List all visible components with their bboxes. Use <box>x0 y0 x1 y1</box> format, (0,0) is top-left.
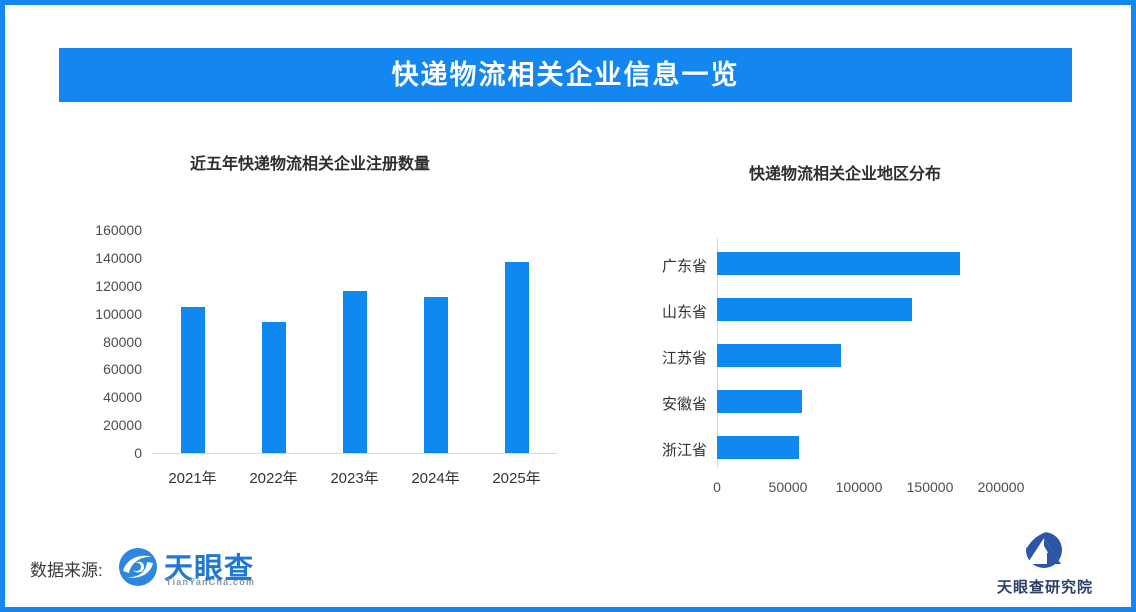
research-institute-icon <box>1023 527 1069 570</box>
category-label: 广东省 <box>661 258 707 275</box>
data-source-label: 数据来源: <box>30 561 103 580</box>
bar-浙江省 <box>717 436 800 459</box>
y-axis-tick-label: 40000 <box>103 389 142 406</box>
x-axis-category-label: 2022年 <box>249 470 298 487</box>
tianyancha-logo-url: TianYanCha.com <box>166 577 256 587</box>
x-axis-category-label: 2024年 <box>411 470 460 487</box>
research-institute-text: 天眼查研究院 <box>996 579 1093 596</box>
x-axis-category-label: 2025年 <box>492 470 541 487</box>
tianyancha-eye-icon <box>119 548 157 586</box>
category-label: 山东省 <box>661 304 707 321</box>
bar-广东省 <box>717 252 960 275</box>
y-axis-tick-label: 120000 <box>95 277 142 294</box>
x-axis-category-label: 2021年 <box>168 470 217 487</box>
x-axis-line <box>152 453 557 454</box>
y-axis-tick-label: 20000 <box>103 417 142 434</box>
x-axis-tick-label: 150000 <box>906 479 954 495</box>
bar-2021年 <box>180 306 205 453</box>
bar-2025年 <box>504 262 529 453</box>
bar-山东省 <box>717 298 912 321</box>
left-chart-title: 近五年快递物流相关企业注册数量 <box>189 156 430 173</box>
y-axis-tick-label: 80000 <box>103 333 142 350</box>
tianyancha-logo-text: 天眼查 <box>164 553 255 585</box>
category-label: 江苏省 <box>661 350 707 367</box>
category-label: 浙江省 <box>661 442 707 459</box>
bar-江苏省 <box>717 344 841 367</box>
y-axis-tick-label: 100000 <box>95 305 142 322</box>
x-axis-tick-label: 100000 <box>835 479 883 495</box>
registrations-bar-chart: 近五年快递物流相关企业注册数量 0 20000 40000 60000 80000 100… <box>90 150 590 510</box>
x-axis-tick-label: 0 <box>713 479 721 495</box>
bar-安徽省 <box>717 390 803 413</box>
x-axis-tick-label: 200000 <box>977 479 1025 495</box>
y-axis-tick-label: 60000 <box>103 361 142 378</box>
tianyancha-logo: 天眼查 TianYanCha.com <box>118 545 254 591</box>
y-axis-tick-label: 0 <box>134 445 142 461</box>
right-chart-title: 快递物流相关企业地区分布 <box>748 166 941 183</box>
y-axis-tick-label: 140000 <box>95 249 142 266</box>
bar-2023年 <box>342 291 367 453</box>
bar-2024年 <box>423 296 448 453</box>
bar-2022年 <box>261 321 286 453</box>
page-title: 快递物流相关企业信息一览 <box>391 60 740 90</box>
regions-bar-chart: 快递物流相关企业地区分布 广东省山东省江苏省安徽省浙江省 0 50000 100000… <box>640 150 1120 510</box>
research-institute-logo: 天眼查研究院 <box>990 524 1100 600</box>
x-axis-category-label: 2023年 <box>330 470 379 487</box>
category-label: 安徽省 <box>661 396 707 413</box>
x-axis-tick-label: 50000 <box>768 479 808 495</box>
banner: 快递物流相关企业信息一览 <box>59 48 1072 102</box>
y-axis-tick-label: 160000 <box>95 222 142 238</box>
